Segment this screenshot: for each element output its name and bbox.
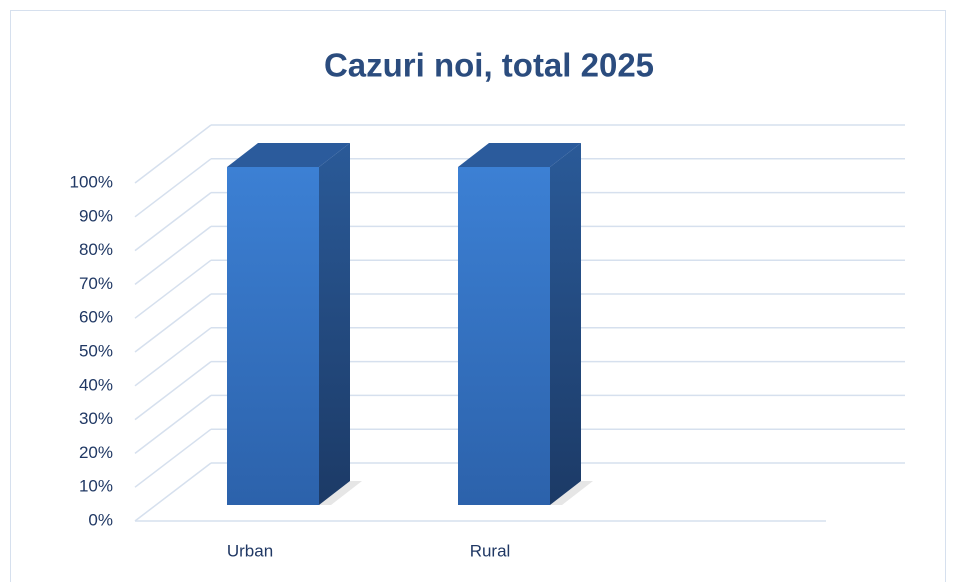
- y-tick-label: 60%: [79, 308, 113, 327]
- bar-top: [227, 143, 350, 167]
- grid-line-side: [134, 428, 212, 488]
- grid-line-side: [134, 293, 212, 353]
- grid-line-side: [134, 462, 212, 522]
- y-tick-label: 100%: [70, 172, 113, 191]
- bar-shadow: [550, 481, 593, 505]
- y-tick-label: 30%: [79, 409, 113, 428]
- y-tick-label: 20%: [79, 443, 113, 462]
- y-tick-label: 10%: [79, 477, 113, 496]
- bar-side: [550, 143, 581, 505]
- bar-top: [458, 143, 581, 167]
- y-tick-label: 80%: [79, 240, 113, 259]
- bar-shadow: [319, 481, 362, 505]
- y-tick-label: 50%: [79, 341, 113, 360]
- grid-line-side: [134, 259, 212, 319]
- grid-line-side: [134, 327, 212, 387]
- chart-title: Cazuri noi, total 2025: [324, 47, 654, 84]
- y-tick-label: 90%: [79, 206, 113, 225]
- bar: [227, 167, 319, 505]
- grid-line-side: [134, 124, 212, 184]
- x-tick-label: Urban: [227, 541, 273, 560]
- grid-line-side: [134, 225, 212, 285]
- y-tick-label: 40%: [79, 375, 113, 394]
- grid-line-side: [134, 394, 212, 454]
- grid-line-side: [134, 361, 212, 421]
- y-tick-label: 70%: [79, 274, 113, 293]
- grid-line-side: [134, 158, 212, 218]
- grid-line-side: [134, 192, 212, 252]
- x-tick-label: Rural: [470, 541, 511, 560]
- y-tick-label: 0%: [88, 510, 113, 529]
- bar: [458, 167, 550, 505]
- bar-side: [319, 143, 350, 505]
